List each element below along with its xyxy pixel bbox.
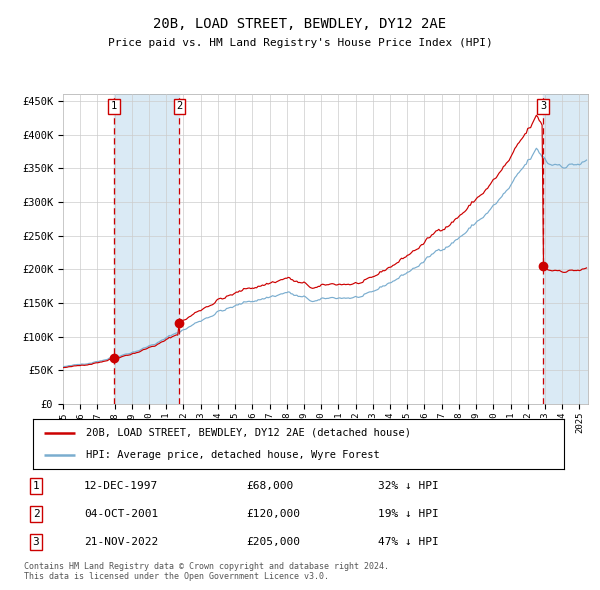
Text: £120,000: £120,000 bbox=[246, 509, 300, 519]
Text: 1: 1 bbox=[32, 481, 40, 491]
Text: 3: 3 bbox=[32, 537, 40, 547]
Bar bbox=[543, 94, 588, 404]
Text: 2: 2 bbox=[176, 101, 182, 111]
Text: 2: 2 bbox=[32, 509, 40, 519]
Text: £68,000: £68,000 bbox=[246, 481, 293, 491]
Text: 20B, LOAD STREET, BEWDLEY, DY12 2AE (detached house): 20B, LOAD STREET, BEWDLEY, DY12 2AE (det… bbox=[86, 428, 411, 438]
Text: Contains HM Land Registry data © Crown copyright and database right 2024.
This d: Contains HM Land Registry data © Crown c… bbox=[24, 562, 389, 581]
Text: 19% ↓ HPI: 19% ↓ HPI bbox=[378, 509, 439, 519]
Text: 04-OCT-2001: 04-OCT-2001 bbox=[84, 509, 158, 519]
Text: 12-DEC-1997: 12-DEC-1997 bbox=[84, 481, 158, 491]
Text: £205,000: £205,000 bbox=[246, 537, 300, 547]
Text: 3: 3 bbox=[540, 101, 546, 111]
Text: 21-NOV-2022: 21-NOV-2022 bbox=[84, 537, 158, 547]
Text: 32% ↓ HPI: 32% ↓ HPI bbox=[378, 481, 439, 491]
Text: Price paid vs. HM Land Registry's House Price Index (HPI): Price paid vs. HM Land Registry's House … bbox=[107, 38, 493, 48]
Text: 20B, LOAD STREET, BEWDLEY, DY12 2AE: 20B, LOAD STREET, BEWDLEY, DY12 2AE bbox=[154, 17, 446, 31]
Text: 1: 1 bbox=[110, 101, 117, 111]
Bar bbox=[114, 94, 179, 404]
Text: 47% ↓ HPI: 47% ↓ HPI bbox=[378, 537, 439, 547]
Text: HPI: Average price, detached house, Wyre Forest: HPI: Average price, detached house, Wyre… bbox=[86, 450, 380, 460]
